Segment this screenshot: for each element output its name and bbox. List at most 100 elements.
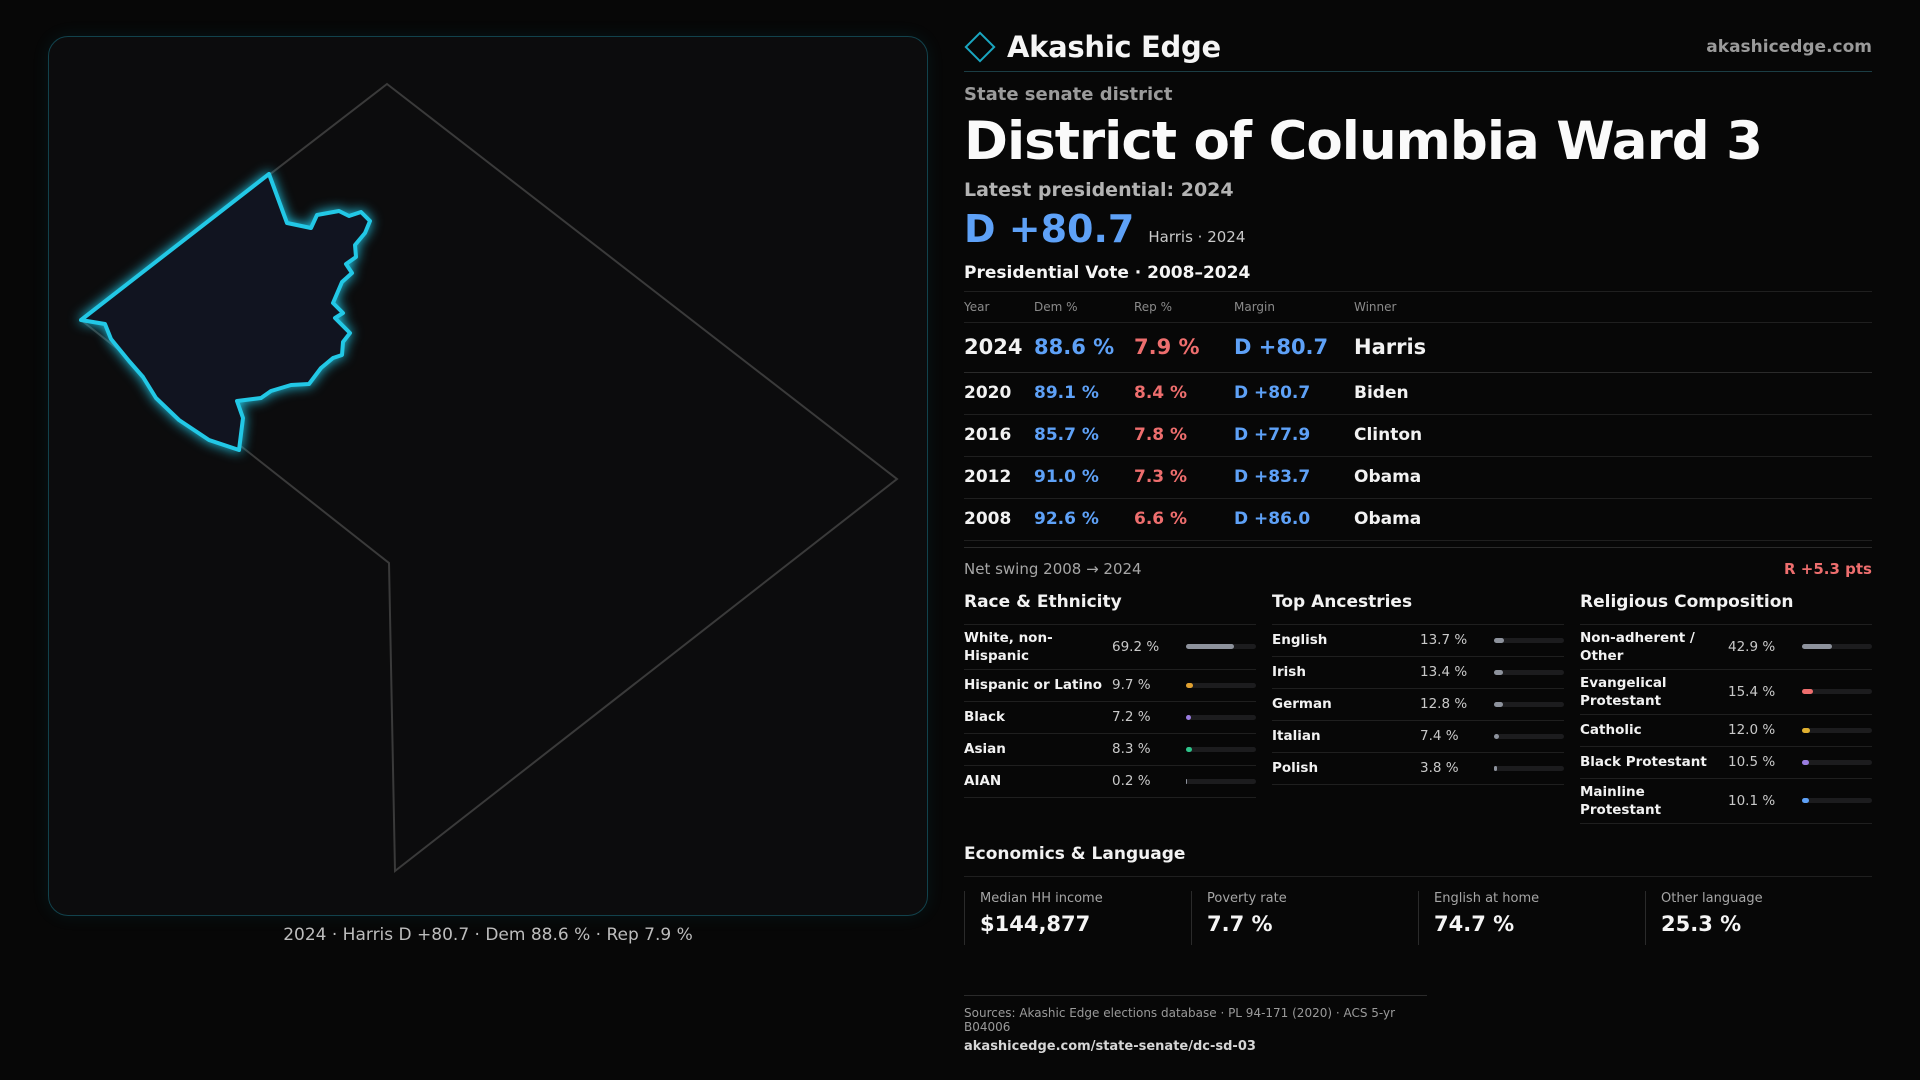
item-bar <box>1802 644 1872 649</box>
stat-english-home: English at home 74.7 % <box>1418 890 1645 945</box>
item-bar-fill <box>1494 637 1504 643</box>
cell-margin: D +83.7 <box>1234 456 1354 499</box>
list-item: German 12.8 % <box>1272 689 1564 721</box>
col-header-winner: Winner <box>1354 292 1872 323</box>
item-label: English <box>1272 632 1328 648</box>
item-bar-fill <box>1186 714 1192 720</box>
item-label: Irish <box>1272 664 1306 680</box>
item-value: 12.8 % <box>1420 696 1468 712</box>
item-bar <box>1802 727 1872 733</box>
map-caption: 2024 · Harris D +80.7 · Dem 88.6 % · Rep… <box>283 925 693 945</box>
item-value: 13.7 % <box>1420 632 1468 648</box>
item-value: 12.0 % <box>1728 722 1776 738</box>
item-label: Hispanic or Latino <box>964 677 1102 693</box>
item-bar-fill <box>1186 778 1188 784</box>
col-header-dem: Dem % <box>1034 292 1134 323</box>
stat-label: Median HH income <box>980 890 1103 906</box>
ward-3-shape[interactable] <box>79 172 372 452</box>
item-value: 42.9 % <box>1728 638 1776 655</box>
religion-title: Religious Composition <box>1580 592 1872 625</box>
stat-value: $144,877 <box>980 911 1091 936</box>
item-value: 10.5 % <box>1728 754 1776 770</box>
list-item: Mainline Protestant 10.1 % <box>1580 779 1872 824</box>
stat-other-language: Other language 25.3 % <box>1645 890 1872 945</box>
stat-label: English at home <box>1434 890 1540 906</box>
headline-margin: D +80.7 <box>964 207 1135 251</box>
item-bar <box>1186 682 1256 688</box>
cell-dem: 91.0 % <box>1034 456 1134 499</box>
list-item: Polish 3.8 % <box>1272 753 1564 785</box>
item-label: Mainline Protestant <box>1580 783 1662 818</box>
sources-text: Sources: Akashic Edge elections database… <box>964 1006 1396 1034</box>
item-bar <box>1494 701 1564 707</box>
list-item: AIAN 0.2 % <box>964 766 1256 798</box>
cell-rep: 7.8 % <box>1134 414 1234 457</box>
demographics-columns: Race & Ethnicity White, non-Hispanic 69.2… <box>964 592 1872 824</box>
margin-subtitle: Harris · 2024 <box>1148 228 1246 246</box>
item-bar <box>1186 778 1256 784</box>
cell-winner: Obama <box>1354 456 1872 499</box>
brand[interactable]: Akashic Edge <box>964 30 1221 64</box>
diamond-logo-icon <box>964 30 996 63</box>
cell-year: 2016 <box>964 414 1034 457</box>
cell-dem: 92.6 % <box>1034 498 1134 541</box>
cell-rep: 8.4 % <box>1134 372 1234 415</box>
item-value: 7.2 % <box>1112 709 1151 725</box>
item-label: AIAN <box>964 773 1002 789</box>
district-map[interactable] <box>48 36 928 916</box>
stat-poverty-rate: Poverty rate 7.7 % <box>1191 890 1418 945</box>
item-value: 69.2 % <box>1112 638 1160 655</box>
item-bar <box>1186 714 1256 720</box>
cell-margin: D +77.9 <box>1234 414 1354 457</box>
item-bar-fill <box>1802 727 1811 733</box>
margin-row: D +80.7 Harris · 2024 <box>964 207 1872 257</box>
cell-dem: 85.7 % <box>1034 414 1134 457</box>
cell-winner: Biden <box>1354 372 1872 415</box>
latest-label: Latest presidential: 2024 <box>964 179 1234 201</box>
item-bar <box>1494 669 1564 675</box>
item-label: Italian <box>1272 728 1321 744</box>
table-row: 2016 85.7 % 7.8 % D +77.9 Clinton <box>964 414 1872 457</box>
item-value: 15.4 % <box>1728 683 1776 700</box>
item-label: Non-adherent / Other <box>1580 629 1695 664</box>
ancestry-section: Top Ancestries English 13.7 % Irish 13.4 % G… <box>1272 592 1564 824</box>
list-item: Italian 7.4 % <box>1272 721 1564 753</box>
item-bar <box>1802 759 1872 765</box>
brand-name: Akashic Edge <box>1007 29 1221 64</box>
dc-outline <box>79 82 899 874</box>
item-label: Black <box>964 709 1006 725</box>
item-bar-fill <box>1494 733 1500 739</box>
item-label: German <box>1272 696 1332 712</box>
info-panel: Akashic Edge akashicedge.com State senat… <box>964 30 1872 945</box>
table-row: 2008 92.6 % 6.6 % D +86.0 Obama <box>964 498 1872 541</box>
source-url-link[interactable]: akashicedge.com/state-senate/dc-sd-03 <box>964 1039 1256 1054</box>
sources-footer: Sources: Akashic Edge elections database… <box>964 995 1427 1054</box>
item-bar <box>1494 733 1564 739</box>
item-value: 3.8 % <box>1420 760 1459 776</box>
list-item: Catholic 12.0 % <box>1580 715 1872 747</box>
cell-rep: 6.6 % <box>1134 498 1234 541</box>
item-bar <box>1802 689 1872 694</box>
cell-margin: D +80.7 <box>1234 372 1354 415</box>
item-value: 7.4 % <box>1420 728 1459 744</box>
stat-median-income: Median HH income $144,877 <box>964 890 1191 945</box>
stat-value: 25.3 % <box>1661 911 1742 936</box>
cell-year: 2008 <box>964 498 1034 541</box>
district-type: State senate district <box>964 84 1173 105</box>
cell-year: 2020 <box>964 372 1034 415</box>
list-item: Black Protestant 10.5 % <box>1580 747 1872 779</box>
cell-year: 2024 <box>964 322 1034 373</box>
item-value: 10.1 % <box>1728 792 1776 809</box>
site-link[interactable]: akashicedge.com <box>1706 36 1872 57</box>
page-title: District of Columbia Ward 3 <box>964 111 1763 172</box>
list-item: English 13.7 % <box>1272 625 1564 657</box>
cell-winner: Harris <box>1354 322 1872 373</box>
stat-value: 74.7 % <box>1434 911 1515 936</box>
cell-rep: 7.9 % <box>1134 322 1234 373</box>
table-row: 2024 88.6 % 7.9 % D +80.7 Harris <box>964 322 1872 373</box>
table-header-row: Year Dem % Rep % Margin Winner <box>964 292 1872 323</box>
item-bar <box>1186 644 1256 649</box>
presidential-table-title: Presidential Vote · 2008–2024 <box>964 263 1872 292</box>
list-item: Asian 8.3 % <box>964 734 1256 766</box>
item-label: Black Protestant <box>1580 754 1707 770</box>
